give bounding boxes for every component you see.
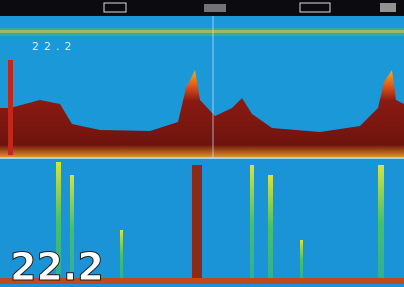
edge-echo [8, 60, 13, 155]
sonar-screen: 22.2 22.2 [0, 0, 404, 287]
top-bar [0, 0, 404, 16]
status-icon [204, 4, 226, 12]
depth-readout-small: 22.2 [32, 40, 77, 53]
echo-streak [192, 165, 202, 280]
echo-streak [250, 165, 254, 280]
surface-clutter [0, 30, 404, 33]
page: 22.2 22.2 (() => { const data = JSON.par… [0, 0, 404, 287]
depth-readout-large: 22.2 [10, 245, 104, 287]
echo-streak [120, 230, 123, 280]
status-icon [380, 3, 396, 12]
echo-streak [300, 240, 303, 280]
echo-streak [378, 165, 384, 280]
echo-streak [268, 175, 273, 280]
